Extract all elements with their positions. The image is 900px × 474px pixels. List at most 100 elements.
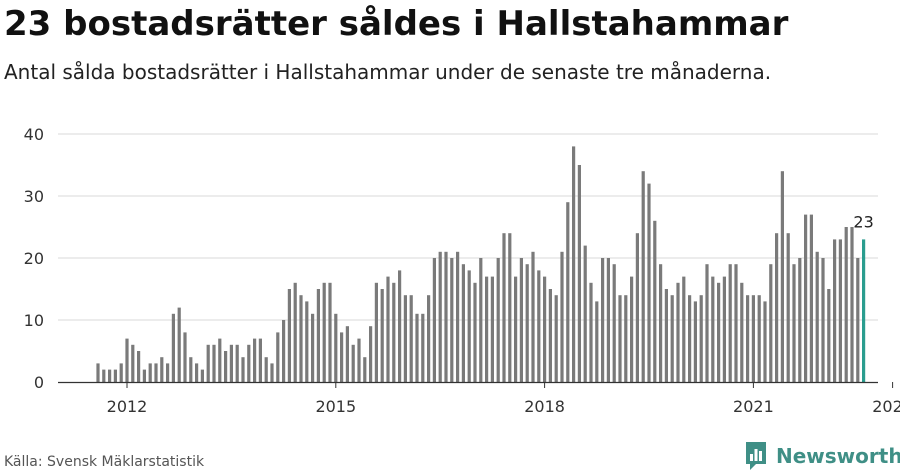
bar (351, 344, 355, 382)
bar (206, 344, 210, 382)
bar (583, 245, 587, 382)
bar (276, 332, 280, 382)
x-tick-label: 2012 (107, 397, 148, 416)
y-tick-label: 0 (34, 373, 44, 392)
bar (519, 258, 523, 382)
bar (195, 363, 199, 382)
bar (241, 357, 245, 382)
bar (525, 264, 529, 382)
bar (427, 295, 431, 382)
bar (438, 251, 442, 382)
x-tick-label: 2015 (315, 397, 356, 416)
bar (780, 171, 784, 382)
latest-value-label: 23 (853, 212, 873, 231)
bar (699, 295, 703, 382)
bar (369, 326, 373, 382)
bar (792, 264, 796, 382)
bar (543, 276, 547, 382)
source-note: Källa: Svensk Mäklarstatistik (4, 454, 205, 470)
bar (821, 258, 825, 382)
bar (850, 227, 854, 382)
bar (171, 313, 175, 382)
bar (775, 233, 779, 382)
bar (154, 363, 158, 382)
bar (125, 338, 129, 382)
bar (305, 301, 309, 382)
bar (421, 313, 425, 382)
bar (734, 264, 738, 382)
bar (374, 282, 378, 382)
bar (467, 270, 471, 382)
bar (287, 289, 291, 382)
bar (380, 289, 384, 382)
bar (340, 332, 344, 382)
bar (647, 183, 651, 382)
bar (334, 313, 338, 382)
bar (670, 295, 674, 382)
bar (676, 282, 680, 382)
bar (253, 338, 257, 382)
bar (722, 276, 726, 382)
y-tick-label: 40 (24, 125, 44, 144)
bar (746, 295, 750, 382)
bar (131, 344, 135, 382)
bar (479, 258, 483, 382)
brand-name: Newsworthy (776, 444, 900, 468)
bar (311, 313, 315, 382)
bar (769, 264, 773, 382)
bar (809, 214, 813, 382)
bar (589, 282, 593, 382)
chart-title: 23 bostadsrätter såldes i Hallstahammar (4, 4, 789, 44)
bar-latest (862, 239, 866, 382)
bar (641, 171, 645, 382)
y-tick-label: 30 (24, 187, 44, 206)
bar (316, 289, 320, 382)
bar (409, 295, 413, 382)
bar (757, 295, 761, 382)
bar (96, 363, 100, 382)
bar (345, 326, 349, 382)
bar (189, 357, 193, 382)
bar (473, 282, 477, 382)
bar (612, 264, 616, 382)
bar (653, 220, 657, 382)
bar (357, 338, 361, 382)
bar (502, 233, 506, 382)
newsworthy-icon (746, 442, 766, 470)
bar (659, 264, 663, 382)
x-tick-label: 2023 (872, 397, 900, 416)
bar (496, 258, 500, 382)
bar (386, 276, 390, 382)
bar (751, 295, 755, 382)
bar (566, 202, 570, 382)
x-tick-label: 2021 (733, 397, 774, 416)
bar (618, 295, 622, 382)
bar (577, 165, 581, 382)
bar (293, 282, 297, 382)
bar (833, 239, 837, 382)
bar (363, 357, 367, 382)
bar (113, 369, 117, 382)
bar (148, 363, 152, 382)
bar (177, 307, 181, 382)
bar (485, 276, 489, 382)
bar (664, 289, 668, 382)
bar (838, 239, 842, 382)
bar (606, 258, 610, 382)
bar (229, 344, 233, 382)
bar (688, 295, 692, 382)
bar (717, 282, 721, 382)
bar (827, 289, 831, 382)
bar (235, 344, 239, 382)
bar (740, 282, 744, 382)
bar (531, 251, 535, 382)
bar (398, 270, 402, 382)
bar (212, 344, 216, 382)
bar (392, 282, 396, 382)
bar (490, 276, 494, 382)
bar (804, 214, 808, 382)
bar (258, 338, 262, 382)
bar (282, 320, 286, 382)
bar (624, 295, 628, 382)
